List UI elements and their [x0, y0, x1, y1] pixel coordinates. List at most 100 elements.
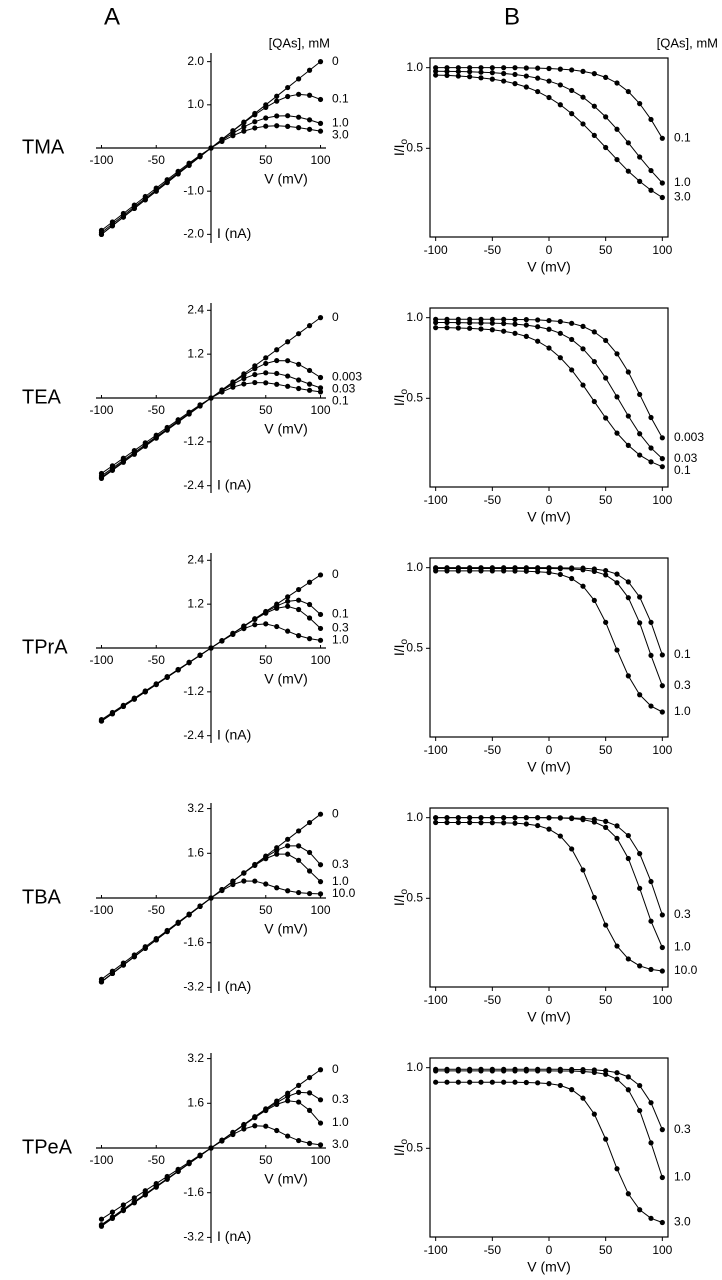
x-tick-label: 100	[652, 493, 672, 507]
data-point	[175, 666, 181, 673]
data-point	[455, 815, 461, 821]
panel-label: B	[504, 3, 520, 30]
data-point	[523, 1079, 529, 1086]
data-point	[557, 815, 563, 821]
x-tick-label: -100	[424, 493, 448, 507]
data-point	[557, 82, 563, 88]
data-point	[648, 167, 654, 174]
x-tick-label: -100	[424, 743, 448, 757]
data-point	[444, 72, 450, 79]
data-point	[296, 377, 302, 383]
data-point	[569, 67, 575, 73]
series-line	[435, 1070, 663, 1178]
data-point	[306, 868, 313, 874]
data-point	[659, 194, 665, 201]
data-point	[433, 815, 439, 821]
data-point	[252, 878, 258, 884]
row-label: TMA	[22, 136, 65, 158]
data-point	[263, 380, 269, 386]
data-point	[637, 620, 643, 626]
data-point	[263, 881, 269, 887]
data-point	[186, 911, 192, 917]
data-point	[535, 324, 541, 330]
data-point	[274, 851, 280, 857]
data-point	[489, 65, 495, 71]
data-point	[580, 94, 586, 100]
x-axis-label: V (mV)	[264, 421, 308, 437]
data-point	[603, 1071, 609, 1077]
data-point	[648, 703, 654, 709]
data-point	[241, 124, 247, 130]
data-point	[591, 329, 597, 335]
data-point	[241, 381, 247, 387]
data-point	[306, 1090, 313, 1096]
data-point	[659, 135, 665, 141]
x-tick-label: 0	[546, 243, 553, 257]
data-point	[591, 398, 597, 405]
data-point	[546, 317, 552, 324]
data-point	[625, 595, 631, 601]
data-point	[603, 619, 609, 625]
x-tick-label: 50	[259, 903, 273, 917]
data-point	[306, 615, 313, 621]
data-point	[274, 1101, 280, 1107]
row-label: TPeA	[22, 1136, 73, 1158]
data-point	[274, 1127, 280, 1134]
data-point	[197, 152, 203, 158]
data-point	[444, 68, 450, 74]
series-label: 0.1	[332, 394, 349, 408]
series-label: 1.0	[332, 633, 349, 647]
data-point	[433, 319, 439, 326]
data-point	[659, 683, 665, 689]
data-point	[625, 579, 631, 585]
x-tick-label: 0	[546, 993, 553, 1007]
data-point	[625, 442, 631, 448]
data-point	[274, 370, 280, 377]
x-tick-label: -50	[148, 153, 166, 167]
data-point	[467, 320, 473, 326]
data-point	[208, 145, 214, 151]
series-label: 0.3	[674, 678, 691, 692]
y-tick-label: 2.0	[187, 54, 204, 68]
series-label: 1.0	[674, 1170, 691, 1184]
series-label: 0.003	[332, 370, 362, 384]
y-axis-label: I (nA)	[217, 225, 251, 241]
data-point	[603, 144, 609, 151]
data-point	[478, 1079, 484, 1085]
series-label: 0.1	[332, 607, 349, 621]
data-point	[296, 1137, 302, 1144]
data-point	[142, 1188, 148, 1194]
data-point	[467, 74, 473, 80]
data-point	[478, 1068, 484, 1074]
data-point	[219, 138, 225, 144]
data-point	[478, 815, 484, 821]
data-point	[197, 903, 203, 909]
data-point	[557, 1068, 563, 1074]
data-point	[444, 1068, 450, 1074]
data-point	[306, 92, 313, 98]
y-tick-label: -2.4	[183, 478, 204, 492]
data-point	[489, 76, 495, 82]
y-tick-label: 1.2	[187, 596, 204, 610]
data-point	[501, 568, 507, 574]
data-point	[285, 836, 291, 842]
data-point	[591, 71, 597, 77]
data-point	[241, 128, 247, 134]
x-tick-label: 0	[546, 743, 553, 757]
x-tick-label: 50	[599, 993, 613, 1007]
data-point	[614, 647, 620, 653]
x-tick-label: 100	[652, 1243, 672, 1257]
data-point	[444, 325, 450, 331]
data-point	[478, 316, 484, 322]
data-point	[296, 76, 302, 82]
data-point	[285, 113, 291, 119]
data-point	[569, 566, 575, 572]
data-point	[455, 819, 461, 826]
data-point	[120, 1206, 126, 1212]
data-point	[501, 65, 507, 71]
data-point	[285, 603, 291, 609]
data-point	[285, 339, 291, 345]
y-axis-label: I/Io	[391, 1138, 410, 1156]
data-point	[131, 952, 137, 958]
